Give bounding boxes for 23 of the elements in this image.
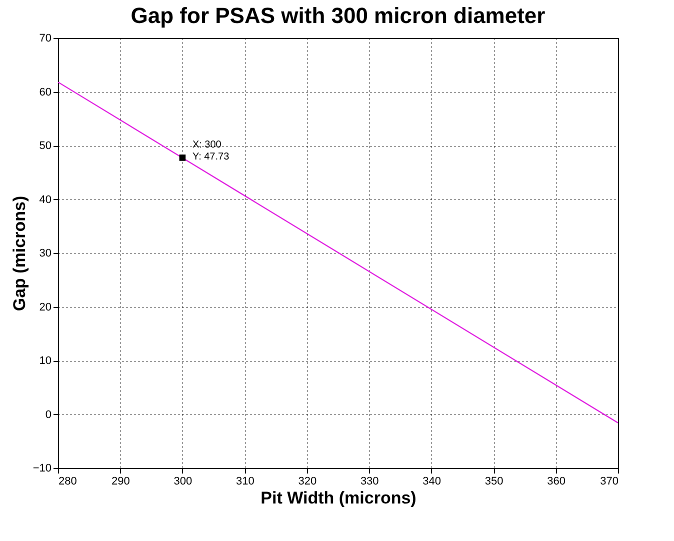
y-axis-title: Gap (microns) xyxy=(10,196,29,312)
x-tick-label: 350 xyxy=(484,476,504,488)
y-tick-label: 50 xyxy=(39,140,52,152)
y-tick-label: 70 xyxy=(39,32,52,44)
x-tick-label: 370 xyxy=(600,476,618,488)
y-tick-label: 0 xyxy=(45,408,52,421)
y-tick-label: 10 xyxy=(39,355,52,367)
annotation: X: 300 Y: 47.73 xyxy=(192,140,230,163)
x-tick-label: 340 xyxy=(422,476,442,488)
chart-title: Gap for PSAS with 300 micron diameter xyxy=(130,3,546,28)
x-tick-label: 280 xyxy=(58,476,77,488)
y-tick-label: 40 xyxy=(39,194,52,206)
y-tick-label: 60 xyxy=(39,86,52,98)
y-tick-label: 20 xyxy=(39,301,52,314)
x-tick-label: 360 xyxy=(547,476,566,488)
x-tick-label: 320 xyxy=(298,476,317,488)
x-tick-label: 330 xyxy=(360,476,379,488)
x-tick-label: 290 xyxy=(112,476,130,488)
y-tick-label: −10 xyxy=(32,462,52,474)
x-axis-title: Pit Width (microns) xyxy=(260,488,416,508)
y-tick-label: 30 xyxy=(39,248,52,260)
x-tick-label: 300 xyxy=(174,476,192,488)
x-tick-label: 310 xyxy=(236,476,254,488)
